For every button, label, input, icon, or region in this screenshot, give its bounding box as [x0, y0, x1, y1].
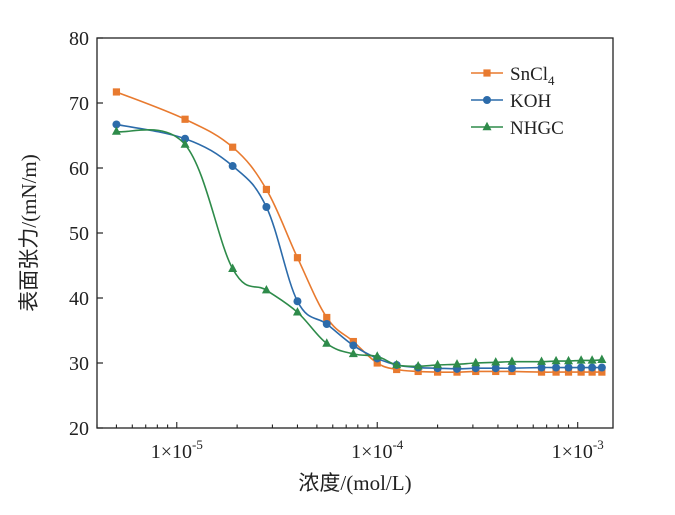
data-point-sncl [577, 368, 585, 376]
y-tick-label: 40 [69, 288, 89, 310]
data-point-nhgc [471, 357, 481, 367]
data-point-nhgc [228, 263, 238, 272]
data-point-sncl [564, 368, 573, 376]
data-point-koh [588, 363, 597, 372]
data-point-koh [471, 364, 480, 373]
series-nhgc [111, 126, 607, 370]
data-point-sncl [112, 88, 121, 96]
y-tick-label: 20 [69, 418, 89, 440]
data-point-nhgc [597, 354, 607, 363]
data-point-sncl [323, 313, 331, 322]
data-point-sncl [229, 143, 237, 151]
y-tick-label: 60 [69, 158, 89, 180]
data-point-nhgc [292, 307, 302, 316]
data-point-sncl [588, 368, 596, 376]
legend: SnCl4 KOH NHGC [471, 64, 564, 139]
data-point-sncl [262, 185, 271, 194]
x-axis-title: 浓度/(mol/L) [298, 471, 411, 495]
data-point-nhgc [372, 351, 382, 360]
data-point-nhgc [322, 338, 332, 347]
series-line-nhgc [116, 128, 602, 368]
y-tick-label: 50 [69, 223, 89, 245]
legend-marker-sncl [483, 69, 491, 77]
data-point-koh [597, 363, 606, 372]
data-point-sncl [393, 365, 401, 374]
data-point-nhgc [111, 126, 121, 135]
data-point-nhgc [392, 359, 402, 369]
data-point-sncl [537, 368, 546, 376]
legend-label-sncl: SnCl4 [510, 64, 555, 88]
data-point-nhgc [452, 359, 462, 368]
data-point-nhgc [180, 139, 190, 148]
data-point-sncl [598, 368, 606, 376]
legend-item-koh: KOH [471, 91, 551, 112]
data-point-koh [262, 203, 271, 211]
data-point-nhgc [507, 356, 517, 365]
series-group [111, 88, 607, 376]
data-point-koh [293, 297, 302, 306]
data-point-nhgc [576, 355, 586, 364]
data-point-koh [322, 320, 331, 328]
data-point-sncl [373, 359, 381, 367]
data-point-nhgc [261, 284, 271, 294]
data-point-koh [349, 341, 358, 350]
legend-label-nhgc: NHGC [510, 118, 564, 139]
legend-marker-koh [483, 96, 491, 104]
series-koh [112, 120, 606, 373]
ticks: 20 30 40 50 60 70 80 1×10-5 1×10-4 1×10-3 [69, 28, 604, 463]
data-point-nhgc [491, 357, 501, 366]
data-point-koh [181, 134, 190, 143]
data-point-koh [112, 120, 121, 129]
data-point-nhgc [413, 361, 423, 370]
y-axis-title: 表面张力/(mN/m) [17, 154, 41, 312]
y-tick-label: 30 [69, 353, 89, 375]
data-point-nhgc [433, 359, 443, 369]
data-point-nhgc [551, 355, 561, 365]
data-point-koh [564, 363, 573, 372]
x-tick-label: 1×10-4 [351, 437, 404, 463]
y-tick-label: 80 [69, 28, 89, 50]
data-point-sncl [293, 254, 302, 262]
data-point-sncl [552, 368, 560, 376]
data-point-koh [552, 363, 561, 372]
series-line-koh [116, 123, 602, 370]
x-tick-label: 1×10-3 [552, 437, 604, 463]
data-point-nhgc [564, 355, 574, 365]
legend-marker-nhgc [482, 121, 492, 131]
data-point-koh [491, 364, 500, 373]
data-point-sncl [181, 115, 189, 123]
y-tick-label: 70 [69, 93, 89, 115]
data-point-nhgc [537, 356, 547, 365]
data-point-nhgc [348, 348, 358, 358]
legend-item-nhgc: NHGC [471, 118, 564, 139]
legend-label-koh: KOH [510, 91, 551, 112]
data-point-koh [507, 364, 516, 373]
data-point-koh [577, 363, 586, 372]
x-tick-label: 1×10-5 [151, 437, 203, 463]
data-point-koh [537, 363, 546, 372]
data-point-nhgc [587, 355, 597, 364]
legend-item-sncl: SnCl4 [471, 64, 555, 88]
data-point-koh [228, 162, 237, 171]
